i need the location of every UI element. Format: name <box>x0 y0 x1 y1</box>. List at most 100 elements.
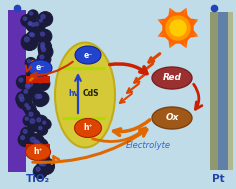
Circle shape <box>34 115 48 129</box>
Circle shape <box>21 87 34 100</box>
Ellipse shape <box>75 119 101 138</box>
Circle shape <box>35 145 46 156</box>
Text: Ox: Ox <box>165 114 179 122</box>
Text: CdS: CdS <box>83 88 100 98</box>
Circle shape <box>23 115 34 126</box>
Circle shape <box>21 34 38 51</box>
Circle shape <box>37 52 51 66</box>
Circle shape <box>32 72 49 90</box>
Circle shape <box>38 79 42 83</box>
Circle shape <box>26 84 29 87</box>
Circle shape <box>37 17 47 27</box>
Circle shape <box>31 33 34 37</box>
Circle shape <box>39 45 53 59</box>
Circle shape <box>35 94 40 99</box>
Circle shape <box>26 65 43 82</box>
Circle shape <box>37 147 47 157</box>
Circle shape <box>25 79 41 95</box>
Circle shape <box>38 94 42 98</box>
Text: h⁺: h⁺ <box>83 123 93 132</box>
Circle shape <box>35 140 39 144</box>
Ellipse shape <box>28 60 52 76</box>
Circle shape <box>42 47 46 52</box>
Ellipse shape <box>25 143 51 160</box>
Circle shape <box>30 137 35 142</box>
Circle shape <box>35 70 38 74</box>
Circle shape <box>25 117 28 120</box>
Circle shape <box>26 84 30 89</box>
Circle shape <box>39 126 42 129</box>
Circle shape <box>30 12 33 15</box>
Circle shape <box>26 20 37 31</box>
Circle shape <box>37 147 40 150</box>
Polygon shape <box>178 8 198 28</box>
Text: hν: hν <box>68 88 79 98</box>
Polygon shape <box>178 20 198 36</box>
Circle shape <box>17 94 32 109</box>
Circle shape <box>23 101 34 113</box>
Circle shape <box>36 167 40 171</box>
Circle shape <box>18 133 32 146</box>
Circle shape <box>30 33 33 36</box>
Circle shape <box>37 61 41 65</box>
Circle shape <box>32 138 49 154</box>
Circle shape <box>35 76 40 81</box>
Circle shape <box>21 136 25 139</box>
Circle shape <box>30 69 34 73</box>
Text: TiO₂: TiO₂ <box>26 174 50 184</box>
Text: Electrolyte: Electrolyte <box>126 141 170 150</box>
Text: e⁻: e⁻ <box>35 64 45 73</box>
FancyBboxPatch shape <box>218 12 228 170</box>
Circle shape <box>32 137 46 151</box>
Circle shape <box>41 15 45 19</box>
Circle shape <box>27 30 40 43</box>
Circle shape <box>20 97 24 101</box>
Circle shape <box>29 22 32 25</box>
Circle shape <box>41 45 45 49</box>
Circle shape <box>34 149 49 165</box>
Circle shape <box>28 10 38 21</box>
Circle shape <box>37 160 47 170</box>
Circle shape <box>38 158 55 175</box>
Circle shape <box>21 15 33 27</box>
Circle shape <box>23 17 27 20</box>
Text: h⁺: h⁺ <box>33 147 43 156</box>
Circle shape <box>22 81 38 97</box>
Circle shape <box>16 91 31 107</box>
Circle shape <box>40 55 44 59</box>
Circle shape <box>32 91 48 107</box>
Circle shape <box>33 164 47 179</box>
Circle shape <box>41 119 51 129</box>
Circle shape <box>41 161 46 166</box>
Circle shape <box>19 94 23 99</box>
Circle shape <box>19 78 23 82</box>
Circle shape <box>27 60 30 63</box>
Polygon shape <box>158 20 178 36</box>
Ellipse shape <box>152 107 192 129</box>
Circle shape <box>32 20 45 33</box>
Text: Red: Red <box>163 74 181 83</box>
Circle shape <box>21 127 34 140</box>
Circle shape <box>28 82 33 86</box>
Circle shape <box>40 162 43 165</box>
FancyBboxPatch shape <box>26 144 50 151</box>
Circle shape <box>38 42 52 56</box>
Circle shape <box>43 121 46 124</box>
Circle shape <box>26 109 40 124</box>
Circle shape <box>170 20 186 36</box>
Circle shape <box>39 162 42 165</box>
Circle shape <box>35 76 50 91</box>
Circle shape <box>25 104 28 107</box>
FancyBboxPatch shape <box>26 76 50 83</box>
Polygon shape <box>170 8 186 28</box>
Circle shape <box>27 106 30 110</box>
Text: e⁻: e⁻ <box>83 50 93 60</box>
Circle shape <box>37 160 48 171</box>
Text: Pt: Pt <box>212 174 224 184</box>
Circle shape <box>31 146 34 149</box>
Polygon shape <box>158 28 178 48</box>
Circle shape <box>38 29 52 43</box>
Circle shape <box>37 152 41 157</box>
Circle shape <box>28 31 41 43</box>
Circle shape <box>24 90 28 93</box>
